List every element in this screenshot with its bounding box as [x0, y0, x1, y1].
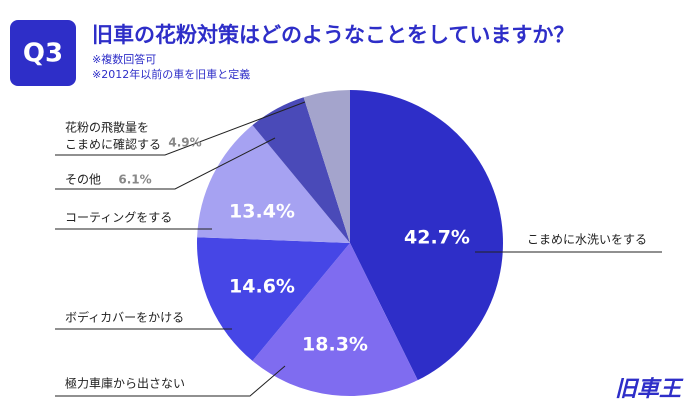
pie-slice — [252, 97, 350, 244]
category-label: こまめに水洗いをする — [527, 233, 647, 247]
category-label: その他 — [65, 173, 101, 187]
chart-title: 旧車の花粉対策はどのようなことをしていますか？ — [92, 23, 574, 47]
category-label: ボディカバーをかける — [65, 310, 184, 325]
category-label: 極力車庫から出さない — [65, 376, 185, 391]
subtitle: ※複数回答可 — [92, 52, 156, 66]
value-label: 18.3% — [302, 334, 368, 356]
value-label: 13.4% — [229, 201, 295, 223]
value-label: 42.7% — [404, 227, 470, 249]
pie-slice — [197, 237, 350, 361]
subtitle: ※2012年以前の車を旧車と定義 — [92, 67, 250, 81]
pie-slice — [252, 243, 418, 396]
value-label: 14.6% — [229, 276, 295, 298]
pie-slice — [197, 125, 350, 243]
leader-line — [55, 101, 306, 156]
category-label: こまめに確認する — [65, 137, 161, 152]
leader-line — [55, 365, 286, 397]
badge: Q3 — [23, 39, 63, 69]
category-label: 花粉の飛散量を — [65, 120, 149, 135]
value-label: 4.9% — [168, 136, 201, 150]
leader-line — [55, 137, 276, 190]
pie-slice — [303, 90, 350, 243]
badge-box — [10, 20, 76, 86]
value-label: 6.1% — [118, 173, 151, 187]
category-label: コーティングをする — [65, 211, 172, 225]
logo: 旧車王 — [615, 377, 684, 402]
pie-slice — [350, 90, 503, 381]
